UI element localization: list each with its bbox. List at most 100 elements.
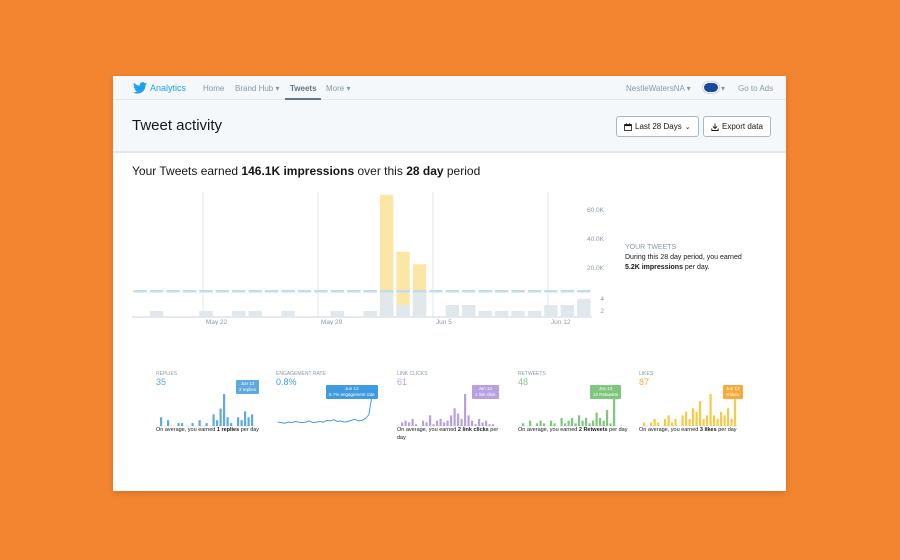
x-tick-label: May 29 — [321, 319, 343, 325]
metric-label: LIKES — [639, 371, 654, 377]
sparkline-bar — [671, 422, 674, 426]
account-menu[interactable]: NestleWatersNA ▾ — [626, 84, 691, 93]
sparkline-bar — [237, 417, 240, 426]
organic-impressions-bar — [544, 290, 558, 293]
average-suffix: per day — [397, 427, 499, 441]
x-tick-label: May 22 — [206, 319, 228, 325]
tweets-bar — [248, 311, 262, 317]
sparkline-bar — [408, 422, 411, 426]
metric-label: ENGAGEMENT RATE — [276, 371, 326, 377]
download-icon — [711, 123, 719, 131]
sparkline-bar — [425, 422, 428, 426]
organic-impressions-bar — [314, 290, 328, 293]
avatar-menu-caret[interactable]: ▾ — [721, 84, 726, 93]
your-tweets-panel: YOUR TWEETS During this 28 day period, y… — [625, 243, 775, 273]
average-prefix: On average, you earned — [397, 427, 458, 433]
sparkline-bar — [727, 408, 730, 426]
sparkline-bar — [212, 414, 215, 426]
metric-value: 61 — [397, 377, 408, 387]
tweets-bar — [149, 311, 164, 317]
sparkline-bar — [613, 394, 616, 426]
sparkline-bar — [716, 418, 719, 426]
sparkline-bar — [181, 423, 184, 426]
nav-more[interactable]: More ▾ — [326, 84, 351, 93]
analytics-card: Analytics Home Brand Hub ▾ Tweets More ▾… — [113, 76, 786, 491]
average-value: 2 link clicks — [457, 427, 489, 433]
average-suffix: per day — [607, 427, 628, 433]
avatar[interactable] — [703, 82, 719, 93]
organic-impressions-bar — [297, 290, 312, 293]
date-range-button[interactable]: Last 28 Days ⌄ — [616, 116, 699, 137]
tweets-bar — [494, 311, 509, 317]
sparkline-bar — [429, 415, 432, 426]
sparkline-bar — [688, 418, 691, 426]
average-prefix: On average, you earned — [639, 427, 700, 433]
tweets-bar — [379, 293, 394, 317]
organic-impressions-bar — [462, 290, 476, 293]
y-tick-label: 2 — [600, 308, 604, 315]
tooltip-text: 12 Retweets — [593, 392, 619, 397]
sparkline-bar — [453, 408, 456, 426]
analytics-brand[interactable]: Analytics — [150, 83, 187, 93]
nav-tweets[interactable]: Tweets — [290, 84, 317, 93]
nav-brand-hub[interactable]: Brand Hub ▾ — [235, 84, 280, 93]
sparkline-bar — [436, 420, 439, 426]
sparkline-bar — [240, 420, 243, 426]
sparkline-bar — [467, 415, 470, 426]
tweets-bar — [511, 311, 525, 317]
active-tab-indicator — [285, 98, 321, 100]
summary-suffix: period — [443, 164, 481, 178]
sparkline-bar — [251, 414, 254, 426]
average-value: 3 likes — [699, 427, 717, 433]
organic-impressions-bar — [379, 290, 394, 293]
sparkline-bar — [706, 415, 709, 426]
sparkline-bar — [446, 420, 449, 426]
metric-average: On average, you earned 2 link clicks per… — [397, 426, 507, 442]
sparkline-bar — [674, 418, 677, 426]
sparkline-bar — [643, 422, 646, 426]
sparkline-bar — [692, 408, 695, 426]
tooltip-text: 9 likes — [726, 392, 740, 397]
sparkline-bar — [450, 415, 453, 426]
organic-impressions-bar — [347, 290, 361, 293]
tooltip-date: Jun 13 — [478, 386, 493, 391]
sparkline-bar — [685, 411, 688, 426]
organic-impressions-bar — [248, 290, 262, 293]
organic-impressions-bar — [577, 290, 591, 293]
export-data-button[interactable]: Export data — [703, 116, 771, 137]
metric-average: On average, you earned 3 likes per day — [639, 426, 749, 434]
y-tick-label: 60.0K — [587, 207, 605, 214]
sparkline-bar — [709, 394, 712, 426]
tweets-bar — [412, 293, 427, 317]
organic-impressions-bar — [182, 290, 197, 293]
metric-tooltip: Jun 13 5.7% engagement rate — [326, 385, 378, 399]
sparkline-bar — [230, 423, 233, 426]
sparkline-bar — [695, 411, 698, 426]
go-to-ads-link[interactable]: Go to Ads — [738, 84, 774, 93]
sparkline-bar — [664, 418, 667, 426]
sparkline-bar — [460, 418, 463, 426]
sparkline-bar — [702, 418, 705, 426]
sparkline-bar — [464, 394, 467, 426]
sparkline-bar — [592, 420, 595, 426]
sparkline-bar — [581, 420, 584, 426]
sparkline-bar — [478, 418, 481, 426]
tweets-bar — [577, 299, 591, 317]
average-suffix: per day — [239, 427, 260, 433]
sparkline-bar — [574, 423, 577, 426]
summary-middle: over this — [354, 164, 407, 178]
metric-average: On average, you earned 2 Retweets per da… — [518, 426, 628, 434]
sparkline-bar — [488, 424, 491, 426]
sparkline-bar — [492, 424, 495, 426]
your-tweets-stat: 5.2K impressions — [625, 264, 683, 271]
tweets-bar — [527, 311, 542, 317]
nav-home[interactable]: Home — [203, 84, 225, 93]
y-tick-label: 4 — [600, 296, 604, 303]
twitter-bird-icon[interactable] — [133, 82, 147, 94]
sparkline-bar — [522, 423, 525, 426]
sparkline-bar — [539, 420, 542, 426]
sparkline-bar — [560, 418, 563, 426]
sparkline-bar — [244, 411, 247, 426]
sparkline-bar — [401, 422, 404, 426]
sparkline-bar — [550, 420, 553, 426]
